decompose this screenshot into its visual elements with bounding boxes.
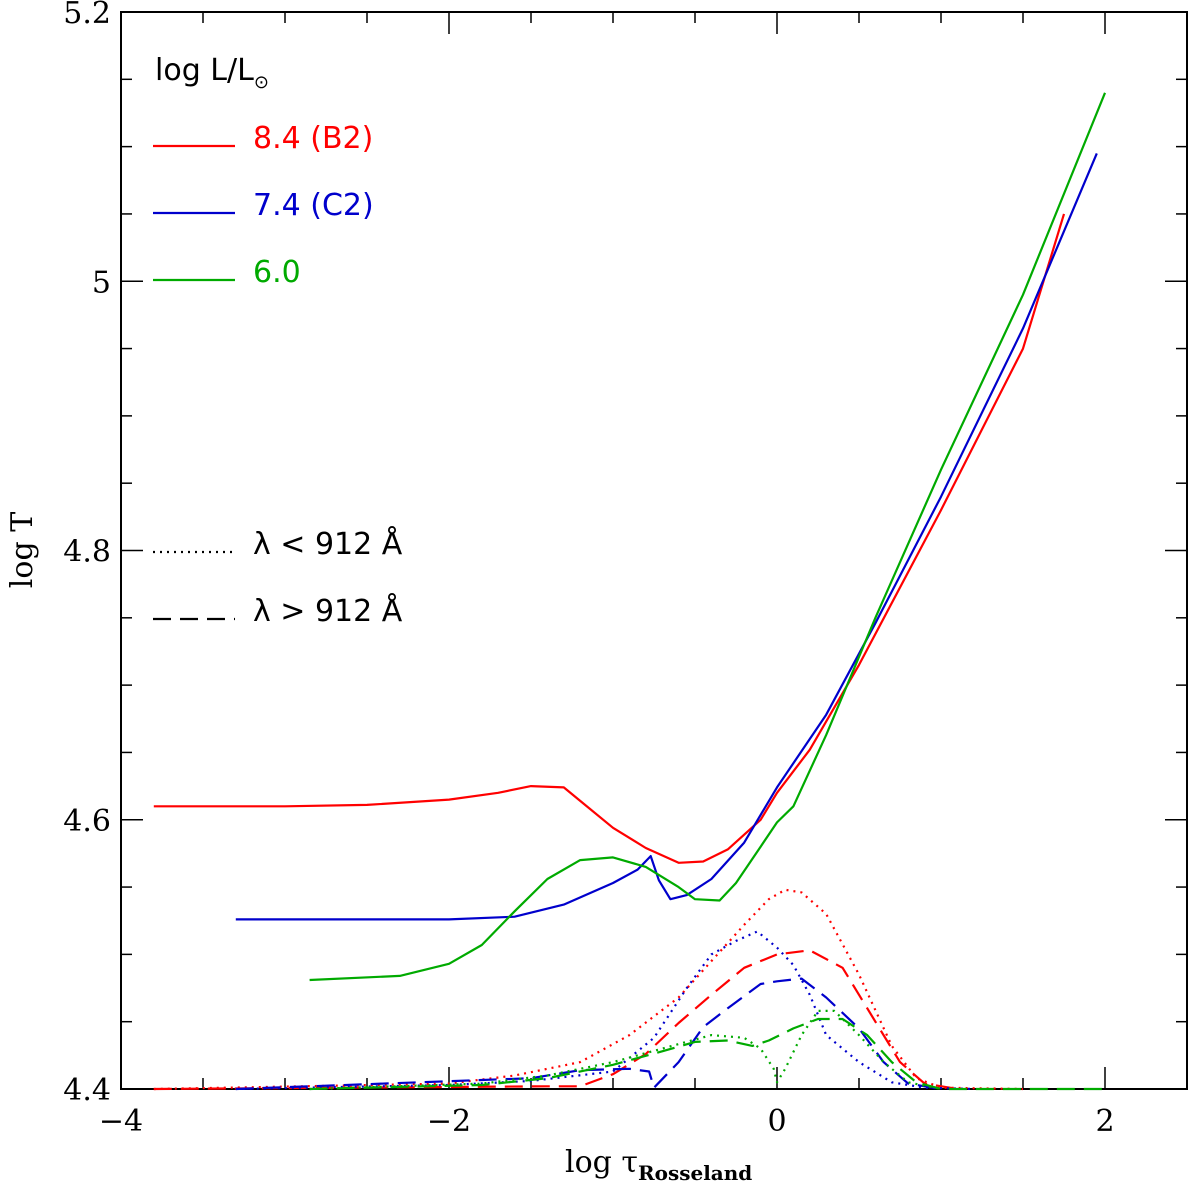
- x-axis-label-main: log τ: [565, 1145, 638, 1180]
- legend-style-label: λ > 912 Å: [253, 593, 403, 629]
- x-tick-label: 0: [767, 1104, 786, 1139]
- legend-style-entries: λ < 912 Å λ > 912 Å: [153, 526, 403, 629]
- tick-labels: −4 −2 0 2 4.4 4.6 4.8 5 5.2: [63, 0, 1114, 1139]
- legend: log L/L⊙ 8.4 (B2)7.4 (C2)6.0 λ < 912 Åλ …: [153, 53, 403, 629]
- x-tick-label: −4: [99, 1104, 143, 1139]
- y-axis-label: log T: [5, 512, 40, 588]
- legend-label: 6.0: [253, 255, 301, 290]
- y-tick-label: 5.2: [63, 0, 111, 31]
- series-line-6: [235, 977, 942, 1091]
- y-tick-label: 4.8: [63, 535, 111, 570]
- series-line-7: [309, 1009, 942, 1091]
- legend-title-text: log L/L: [155, 53, 254, 88]
- legend-title: log L/L⊙: [155, 53, 269, 93]
- x-axis-label-subscript: Rosseland: [638, 1161, 752, 1183]
- x-axis-label: log τRosseland: [565, 1145, 752, 1183]
- legend-series-entries: 8.4 (B2) 7.4 (C2) 6.0: [153, 121, 374, 290]
- y-tick-label: 5: [92, 265, 111, 300]
- legend-label: 8.4 (B2): [253, 121, 373, 156]
- series-line-1: [235, 152, 1098, 921]
- legend-style-label: λ < 912 Å: [253, 526, 403, 562]
- y-tick-label: 4.4: [63, 1073, 111, 1108]
- x-tick-label: −2: [427, 1104, 471, 1139]
- axis-ticks: [120, 11, 1188, 1090]
- series-layer: [153, 92, 1107, 1091]
- series-line-4: [153, 949, 958, 1091]
- legend-label: 7.4 (C2): [253, 188, 374, 223]
- x-tick-label: 2: [1095, 1104, 1114, 1139]
- y-tick-label: 4.6: [63, 804, 111, 839]
- series-line-3: [153, 888, 1024, 1091]
- series-line-8: [309, 1017, 1105, 1091]
- series-line-2: [309, 92, 1107, 982]
- sun-symbol: ⊙: [254, 72, 269, 93]
- series-line-5: [235, 930, 974, 1091]
